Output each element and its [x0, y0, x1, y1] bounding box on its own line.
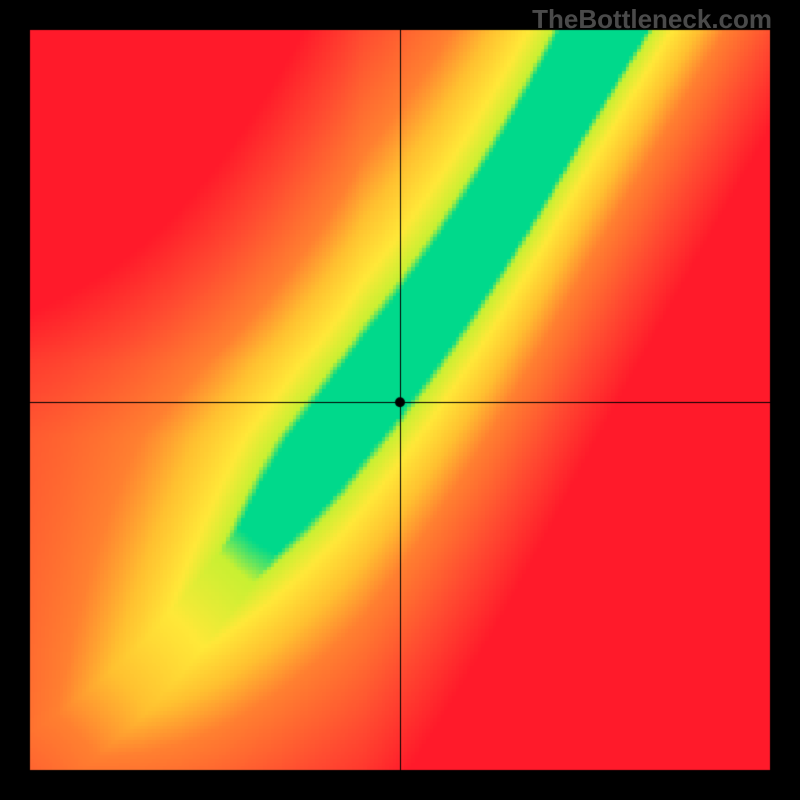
- watermark-text: TheBottleneck.com: [532, 4, 772, 35]
- bottleneck-heatmap: [0, 0, 800, 800]
